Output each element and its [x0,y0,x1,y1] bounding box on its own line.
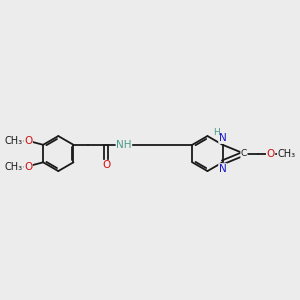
Text: O: O [266,148,275,159]
Text: N: N [219,134,226,143]
Text: C: C [241,149,247,158]
Text: NH: NH [116,140,132,150]
Text: O: O [24,162,32,172]
Text: N: N [219,164,226,174]
Text: H: H [213,128,220,137]
Text: CH₃: CH₃ [5,162,23,172]
Text: O: O [24,136,32,146]
Text: CH₃: CH₃ [278,148,296,159]
Text: O: O [102,160,110,170]
Text: CH₃: CH₃ [5,136,23,146]
